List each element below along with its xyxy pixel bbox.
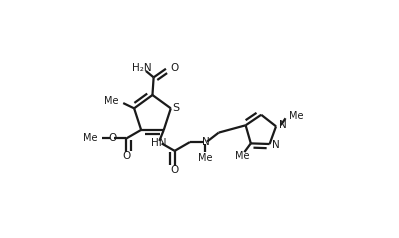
Text: O: O — [122, 151, 130, 161]
Text: N: N — [202, 137, 210, 147]
Text: S: S — [172, 103, 180, 113]
Text: Me: Me — [235, 151, 249, 161]
Text: O: O — [170, 63, 178, 73]
Text: N: N — [279, 120, 286, 130]
Text: N: N — [273, 140, 280, 150]
Text: Me: Me — [198, 153, 212, 163]
Text: HN: HN — [151, 138, 167, 148]
Text: O: O — [170, 165, 179, 175]
Text: Me: Me — [83, 133, 97, 143]
Text: H₂N: H₂N — [132, 63, 152, 73]
Text: O: O — [108, 133, 117, 143]
Text: Me: Me — [289, 111, 304, 121]
Text: Me: Me — [105, 96, 119, 106]
